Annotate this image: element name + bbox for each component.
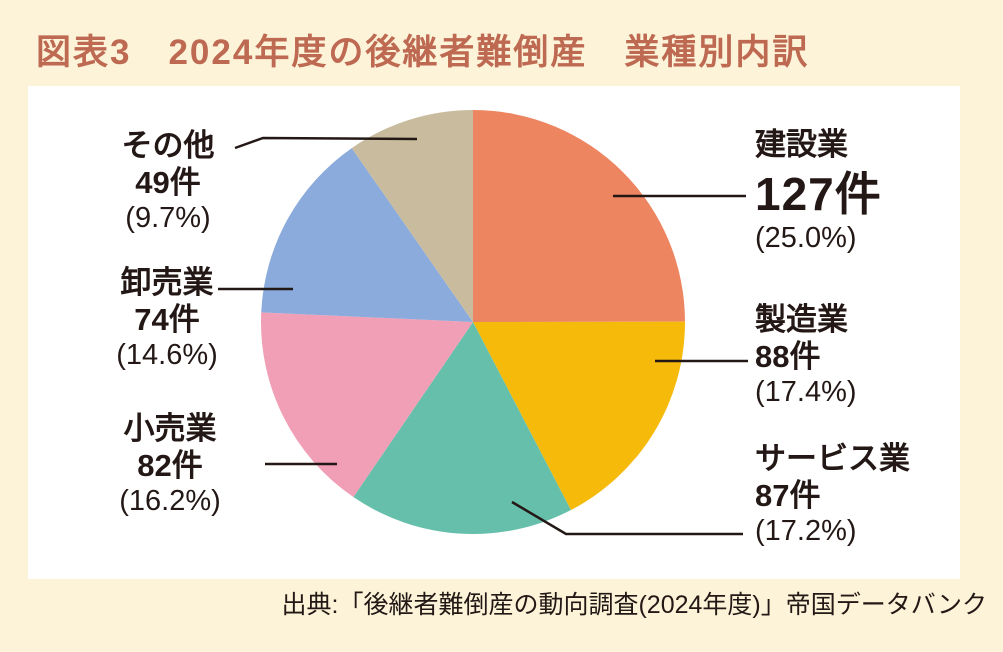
callout-service: サービス業 87件 (17.2%) xyxy=(755,440,910,549)
callout-wholesale: 卸売業 74件 (14.6%) xyxy=(100,264,234,373)
callout-construction-count: 127件 xyxy=(755,168,882,220)
callout-wholesale-count: 74件 xyxy=(134,302,200,337)
callout-retail-percent: (16.2%) xyxy=(119,485,221,517)
callout-manufacturing-count: 88件 xyxy=(755,339,821,374)
callout-service-percent: (17.2%) xyxy=(755,515,857,547)
callout-service-count: 87件 xyxy=(755,478,821,513)
callout-construction-label: 建設業 xyxy=(755,127,848,162)
page-title: 図表3 2024年度の後継者難倒産 業種別内訳 xyxy=(36,33,810,72)
callout-construction-percent: (25.0%) xyxy=(755,222,857,254)
callout-wholesale-label: 卸売業 xyxy=(120,265,214,300)
callout-manufacturing: 製造業 88件 (17.4%) xyxy=(755,301,857,410)
callout-retail: 小売業 82件 (16.2%) xyxy=(103,410,237,519)
callout-other-percent: (9.7%) xyxy=(125,202,211,234)
callout-other-label: その他 xyxy=(121,128,215,163)
callout-other: その他 49件 (9.7%) xyxy=(103,127,233,236)
callout-construction: 建設業 127件 (25.0%) xyxy=(755,123,882,256)
callout-service-label: サービス業 xyxy=(755,441,910,476)
callout-retail-count: 82件 xyxy=(137,448,203,483)
callout-manufacturing-label: 製造業 xyxy=(755,302,848,337)
source-citation: 出典:「後継者難倒産の動向調査(2024年度)」帝国データバンク xyxy=(281,591,987,619)
callout-other-count: 49件 xyxy=(135,165,201,200)
callout-manufacturing-percent: (17.4%) xyxy=(755,376,857,408)
callout-retail-label: 小売業 xyxy=(123,411,217,446)
callout-wholesale-percent: (14.6%) xyxy=(116,339,218,371)
